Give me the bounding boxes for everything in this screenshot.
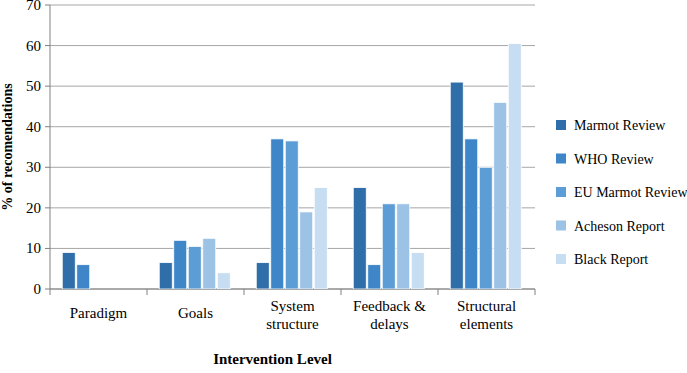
- legend-swatch: [556, 120, 566, 130]
- x-tick-label-line: Feedback &: [353, 298, 426, 314]
- x-tick: [147, 289, 148, 295]
- y-tick: [45, 248, 50, 249]
- y-tick: [45, 45, 50, 46]
- bar: [159, 263, 172, 289]
- bar: [368, 265, 381, 289]
- bar: [397, 204, 410, 289]
- legend-swatch: [556, 154, 566, 164]
- y-axis-title: % of recomendations: [0, 83, 15, 211]
- y-tick-label: 10: [26, 240, 41, 256]
- bar: [353, 188, 366, 289]
- y-tick-label: 20: [26, 200, 41, 216]
- legend-label: Black Report: [574, 252, 648, 267]
- x-tick: [244, 289, 245, 295]
- bar: [479, 167, 492, 289]
- y-tick-label: 0: [34, 281, 42, 297]
- x-tick-label-line: Structural: [457, 298, 516, 314]
- x-tick-label: System structure: [266, 298, 319, 332]
- x-tick-label-line: Goals: [178, 305, 213, 321]
- x-tick-label: Paradigm: [70, 305, 128, 321]
- bar: [450, 82, 463, 289]
- x-tick: [535, 289, 536, 295]
- y-tick-label: 70: [26, 0, 41, 13]
- bar: [508, 44, 521, 289]
- y-tick-label: 50: [26, 78, 41, 94]
- chart: 0 10 20 30 40 50 60 70 Paradigm Goals System struct…: [0, 0, 687, 373]
- legend-label: Acheson Report: [574, 219, 665, 234]
- y-axis: [50, 5, 51, 289]
- x-tick-label: Goals: [178, 305, 213, 321]
- bar: [494, 102, 507, 289]
- grid-line: [50, 45, 535, 46]
- y-tick-label: 30: [26, 159, 41, 175]
- x-tick-label-line: delays: [370, 316, 408, 332]
- bar: [120, 289, 133, 290]
- bar: [77, 265, 90, 289]
- x-tick-label-line: System: [270, 298, 315, 314]
- legend-swatch: [556, 221, 566, 231]
- legend-label: EU Marmot Review: [574, 185, 687, 200]
- bar: [285, 141, 298, 289]
- bar: [300, 212, 313, 289]
- y-tick: [45, 289, 50, 290]
- bars: [62, 44, 521, 289]
- y-tick: [45, 86, 50, 87]
- bar: [382, 204, 395, 289]
- x-tick-label: Structural elements: [457, 298, 516, 332]
- y-tick: [45, 167, 50, 168]
- y-tick: [45, 207, 50, 208]
- bar: [203, 238, 216, 289]
- x-tick-label-line: elements: [460, 316, 513, 332]
- y-tick-label: 60: [26, 38, 41, 54]
- bar: [271, 139, 284, 289]
- x-tick: [50, 289, 51, 295]
- x-tick: [438, 289, 439, 295]
- bar: [217, 273, 230, 289]
- bar: [314, 188, 327, 289]
- grid-line: [50, 5, 535, 6]
- bar: [106, 289, 119, 290]
- x-axis-title: Intervention Level: [213, 351, 332, 367]
- bar: [174, 240, 187, 289]
- bar: [62, 252, 75, 289]
- x-tick-label: Feedback & delays: [353, 298, 426, 332]
- y-tick: [45, 126, 50, 127]
- bar: [465, 139, 478, 289]
- bar: [188, 246, 201, 289]
- x-tick: [341, 289, 342, 295]
- legend-swatch: [556, 254, 566, 264]
- legend-label: Marmot Review: [574, 118, 666, 133]
- bar: [91, 289, 104, 290]
- legend-swatch: [556, 187, 566, 197]
- legend-label: WHO Review: [574, 152, 655, 167]
- x-tick-label-line: structure: [266, 316, 319, 332]
- y-tick-label: 40: [26, 119, 41, 135]
- y-tick: [45, 5, 50, 6]
- bar: [256, 263, 269, 289]
- x-tick-label-line: Paradigm: [70, 305, 128, 321]
- bar: [411, 252, 424, 289]
